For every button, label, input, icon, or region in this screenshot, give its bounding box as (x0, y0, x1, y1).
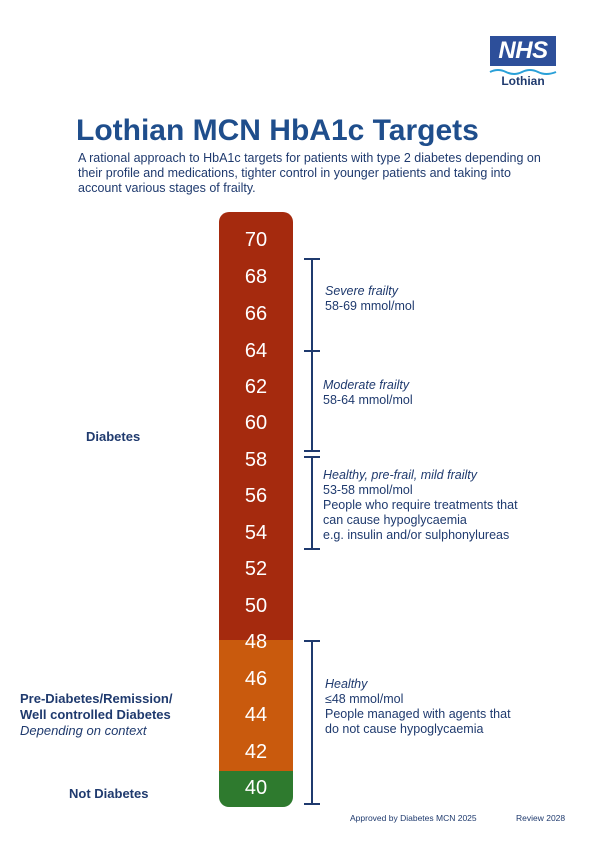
nhs-logo: NHS (490, 36, 556, 66)
tick-label: 42 (244, 741, 268, 763)
target-range: 58-69 mmol/mol (325, 299, 415, 313)
tick-label: 56 (244, 485, 268, 507)
target-range: 58-64 mmol/mol (323, 393, 413, 407)
tick-label: 44 (244, 704, 268, 726)
target-range: 53-58 mmol/mol (323, 483, 413, 497)
target-title: Healthy, pre-frail, mild frailty (323, 468, 477, 482)
category-pre-diabetes-line2: Well controlled Diabetes (20, 707, 171, 722)
category-pre-diabetes-note: Depending on context (20, 723, 147, 738)
target-range: ≤48 mmol/mol (325, 692, 404, 706)
target-title: Healthy (325, 677, 368, 691)
category-pre-diabetes: Pre-Diabetes/Remission/ Well controlled … (20, 691, 172, 739)
tick-label: 50 (244, 595, 268, 617)
target-brackets (304, 258, 320, 805)
target-healthy-prefrail: Healthy, pre-frail, mild frailty 53-58 m… (323, 468, 518, 543)
category-diabetes: Diabetes (86, 429, 141, 444)
target-healthy: Healthy ≤48 mmol/mol People managed with… (325, 677, 511, 737)
tick-label: 46 (244, 668, 268, 690)
tick-label: 40 (244, 777, 268, 799)
tick-label: 64 (244, 340, 268, 362)
category-pre-diabetes-line1: Pre-Diabetes/Remission/ (20, 691, 173, 706)
target-note: People who require treatments that (323, 498, 518, 512)
tick-label: 48 (244, 631, 268, 653)
pre-diabetes-segment (219, 640, 293, 771)
diabetes-segment (219, 212, 293, 640)
tick-label: 54 (244, 522, 268, 544)
tick-label: 68 (244, 266, 268, 288)
tick-label: 58 (244, 449, 268, 471)
tick-label: 66 (244, 303, 268, 325)
page-title: Lothian MCN HbA1c Targets (76, 114, 479, 147)
nhs-logo-text: NHS (498, 37, 548, 64)
target-severe-frailty: Severe frailty 58-69 mmol/mol (325, 284, 415, 314)
logo-wave-icon (489, 69, 557, 75)
target-title: Moderate frailty (323, 378, 410, 392)
hba1c-scale-bar: 70 68 66 64 62 60 58 56 54 52 50 48 46 4… (219, 212, 293, 807)
tick-label: 52 (244, 558, 268, 580)
target-note: do not cause hypoglycaemia (325, 722, 484, 736)
target-title: Severe frailty (325, 284, 398, 298)
footer-approved: Approved by Diabetes MCN 2025 (350, 813, 477, 823)
tick-label: 70 (244, 229, 268, 251)
tick-label: 60 (244, 412, 268, 434)
target-note: can cause hypoglycaemia (323, 513, 467, 527)
tick-label: 62 (244, 376, 268, 398)
logo-region: Lothian (501, 74, 545, 88)
category-not-diabetes: Not Diabetes (69, 786, 149, 801)
target-note: e.g. insulin and/or sulphonylureas (323, 528, 510, 542)
footer-review: Review 2028 (516, 813, 566, 823)
target-note: People managed with agents that (325, 707, 511, 721)
not-diabetes-segment (219, 771, 293, 807)
intro-text: A rational approach to HbA1c targets for… (78, 151, 541, 195)
target-moderate-frailty: Moderate frailty 58-64 mmol/mol (323, 378, 413, 408)
